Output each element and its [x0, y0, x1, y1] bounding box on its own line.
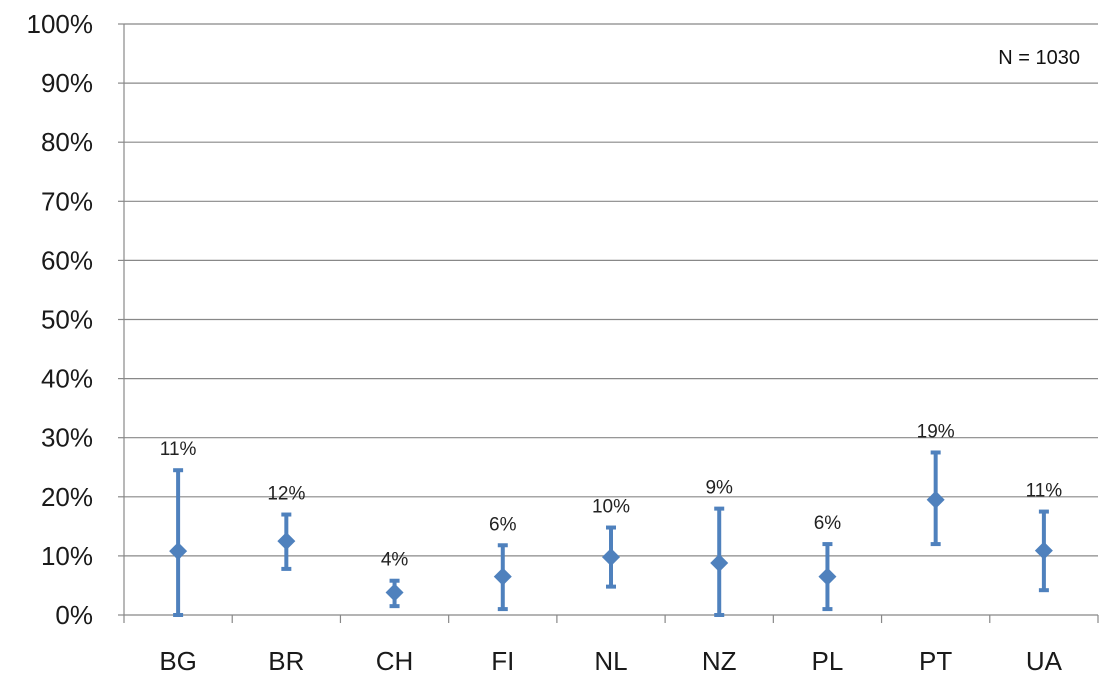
data-point-marker: [710, 553, 729, 572]
y-tick-label: 100%: [27, 9, 94, 39]
y-tick-label: 90%: [41, 68, 93, 98]
y-tick-label: 70%: [41, 186, 93, 216]
y-tick-label: 10%: [41, 541, 93, 571]
data-point-marker: [277, 532, 296, 551]
y-tick-label: 60%: [41, 245, 93, 275]
y-axis: 0% 10% 20% 30% 40% 50% 60% 70% 80% 90% 100%: [27, 9, 125, 630]
data-point-marker: [602, 548, 620, 567]
gridlines: [124, 23, 1098, 557]
data-label: 19%: [917, 421, 955, 442]
sample-size-annotation: N = 1030: [998, 47, 1080, 69]
x-tick-label: PL: [812, 646, 844, 673]
y-tick-label: 80%: [41, 127, 93, 157]
data-label: 11%: [160, 439, 197, 460]
x-tick-label: CH: [376, 646, 414, 673]
y-tick-label: 20%: [41, 482, 93, 512]
data-label: 12%: [267, 484, 305, 505]
x-tick-label: BG: [159, 646, 197, 673]
data-label: 4%: [381, 550, 409, 571]
y-tick-label: 0%: [55, 600, 93, 630]
data-point-marker: [1034, 541, 1053, 560]
data-point-marker: [385, 583, 404, 602]
x-tick-label: FI: [491, 646, 514, 673]
y-tick-label: 30%: [41, 423, 93, 453]
data-point-marker: [169, 542, 188, 561]
data-label: 9%: [705, 478, 733, 499]
data-point-marker: [818, 567, 837, 586]
x-tick-label: NL: [594, 646, 627, 673]
data-point-marker: [926, 490, 945, 509]
data-label: 6%: [814, 513, 842, 534]
y-tick-label: 40%: [41, 364, 93, 394]
data-label: 11%: [1026, 481, 1063, 502]
x-tick-label: NZ: [702, 646, 737, 673]
x-axis: BG BR CH FI NL NZ PL PT UA: [123, 614, 1099, 673]
data-points: [169, 450, 1053, 617]
data-point-marker: [493, 567, 512, 586]
x-tick-label: BR: [268, 646, 304, 673]
x-tick-label: UA: [1026, 646, 1063, 673]
data-label: 10%: [592, 497, 630, 518]
data-label: 6%: [489, 514, 517, 535]
data-labels: 11% 12% 4% 6% 10% 9% 6% 19% 11%: [160, 421, 1063, 570]
x-tick-label: PT: [919, 646, 952, 673]
y-tick-label: 50%: [41, 305, 93, 335]
